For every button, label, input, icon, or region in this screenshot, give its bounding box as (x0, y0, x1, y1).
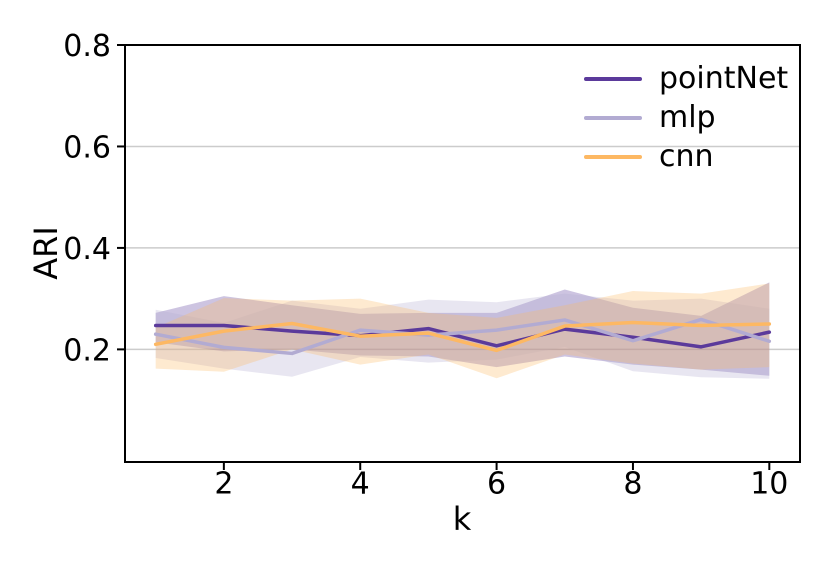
legend-swatch-pointNet (584, 76, 642, 81)
legend-label-mlp: mlp (659, 99, 716, 135)
y-axis-label: ARI (27, 226, 65, 280)
x-tick-label: 6 (487, 467, 506, 502)
x-axis-label: k (452, 500, 472, 538)
line-cnn (153, 320, 772, 353)
x-tick-label: 10 (750, 467, 788, 502)
band-cnn (155, 283, 770, 379)
legend-swatch-cnn (584, 154, 642, 159)
x-tick-label: 8 (623, 467, 642, 502)
legend-item-mlp: mlp (584, 98, 788, 137)
band-pointNet (155, 282, 770, 376)
legend-swatch-mlp (584, 115, 642, 120)
legend-item-cnn: cnn (584, 137, 788, 176)
x-tick-label: 4 (351, 467, 370, 502)
y-tick-label: 0.8 (63, 29, 111, 64)
y-tick-label: 0.6 (63, 130, 111, 165)
y-tick-label: 0.4 (63, 232, 111, 267)
line-mlp (153, 317, 772, 356)
legend-item-pointNet: pointNet (584, 59, 788, 98)
legend-label-cnn: cnn (659, 138, 714, 174)
legend-label-pointNet: pointNet (659, 60, 789, 96)
y-tick-label: 0.2 (63, 333, 111, 368)
x-tick-label: 2 (214, 467, 233, 502)
legend: pointNet mlp cnn (584, 59, 788, 176)
plot-frame (124, 44, 801, 463)
